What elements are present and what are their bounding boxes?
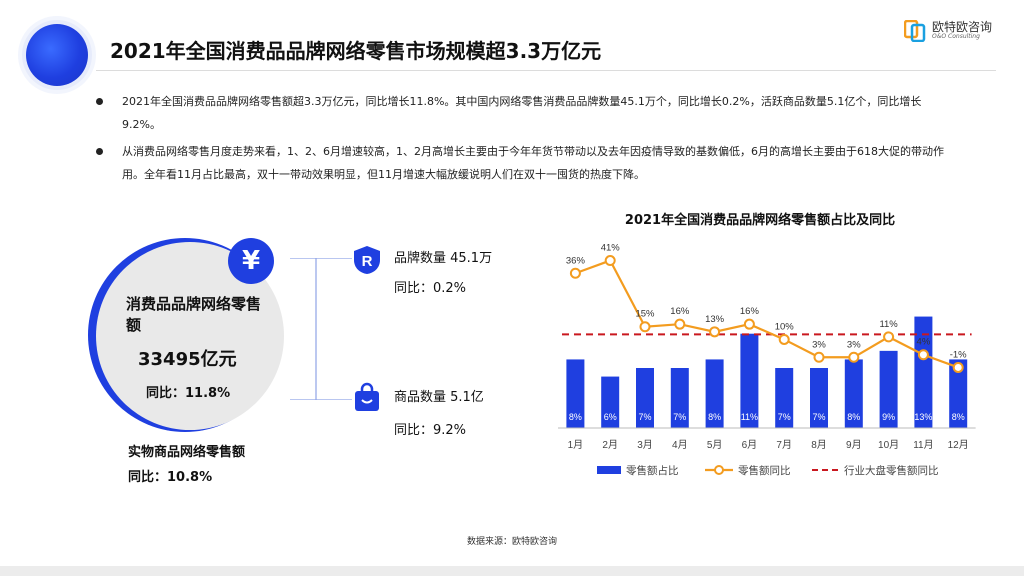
yoy-point [674,318,686,330]
yoy-data-label: 13% [705,314,725,325]
yoy-point [952,361,964,373]
logo-text-cn: 欧特欧咨询 [932,20,993,34]
bar-data-label: 6% [604,412,617,422]
legend-swatch-bar [597,466,621,474]
bar-data-label: 8% [952,412,965,422]
bar-retail-share [636,368,654,428]
logo-text-en: O&O Consulting [932,33,980,40]
retail-total-label: 消费品品牌网络零售额 [126,295,262,334]
bar-retail-share [740,333,759,428]
bar-data-label: 7% [812,412,825,422]
bullet-dot [96,98,103,105]
x-tick-label: 11月 [913,439,933,451]
bar-data-label: 9% [882,412,895,422]
bar-data-label: 8% [847,412,860,422]
brand-count-label: 品牌数量 45.1万 [394,251,493,266]
retail-total-yoy: 同比：11.8% [146,386,231,401]
yoy-data-label: 10% [775,321,795,332]
yoy-series-line [575,259,959,369]
yoy-data-label: -1% [950,349,967,360]
yoy-data-label: 36% [566,255,586,266]
x-tick-label: 3月 [637,439,653,451]
x-tick-label: 8月 [811,439,827,451]
x-tick-label: 12月 [948,439,969,451]
yoy-data-label: 41% [601,243,621,254]
bar-data-label: 7% [638,412,651,422]
yoy-data-label: 16% [740,306,760,317]
company-logo: 欧特欧咨询 O&O Consulting [904,18,1004,48]
bar-retail-share [914,316,933,428]
yoy-data-label: 3% [812,339,826,350]
physical-goods-yoy: 同比：10.8% [128,470,213,485]
retail-total-amount: 33495亿元 [138,349,237,370]
connector-lines [290,258,352,400]
bar-retail-share [810,368,828,428]
x-tick-label: 9月 [846,439,862,451]
legend-label-line: 零售额同比 [738,464,791,477]
brand-count-yoy: 同比：0.2% [394,281,467,296]
bar-retail-share [705,359,724,428]
brand-shield-icon: R [354,246,380,274]
yoy-data-label: 15% [635,309,655,320]
yoy-point [569,267,581,279]
bar-retail-share [566,359,585,428]
bullet-text: 2021年全国消费品品牌网络零售额超3.3万亿元，同比增长11.8%。其中国内网… [122,95,922,131]
bullet-list: 2021年全国消费品品牌网络零售额超3.3万亿元，同比增长11.8%。其中国内网… [96,90,946,190]
bar-retail-share [601,376,620,428]
yoy-data-label: 3% [847,339,861,350]
bar-data-label: 8% [708,412,721,422]
title-divider [96,70,996,71]
logo-mark-icon [904,20,926,42]
x-tick-label: 1月 [568,439,584,451]
yoy-data-label: 4% [917,337,931,348]
yoy-data-label: 11% [879,319,898,330]
bar-retail-share [670,368,689,428]
yoy-point [778,333,790,345]
bar-retail-share [775,368,794,428]
yoy-point [709,326,721,338]
bar-data-label: 13% [914,412,932,422]
legend-swatch-point [714,465,724,475]
bullet-item: 2021年全国消费品品牌网络零售额超3.3万亿元，同比增长11.8%。其中国内网… [96,90,946,136]
legend-label-bar: 零售额占比 [626,464,679,477]
bullet-item: 从消费品网络零售月度走势来看，1、2、6月增速较高，1、2月高增长主要由于今年年… [96,140,946,186]
bar-retail-share [879,350,898,428]
footer-band [0,566,1024,576]
x-tick-label: 4月 [672,439,688,451]
yoy-point [813,351,825,363]
x-tick-label: 10月 [878,439,899,451]
yoy-point [917,349,929,361]
chart-title: 2021年全国消费品品牌网络零售额占比及同比 [624,213,896,228]
data-source: 数据来源：欧特欧咨询 [466,537,557,547]
brand-icon-letter: R [362,253,373,270]
bar-data-label: 7% [673,412,686,422]
yoy-point [743,318,755,330]
decorative-circle [26,24,88,86]
bar-data-label: 8% [569,412,582,422]
bar-retail-share [844,359,863,428]
yoy-data-label: 16% [670,306,690,317]
physical-goods-label: 实物商品网络零售额 [128,445,246,460]
goods-count-label: 商品数量 5.1亿 [394,390,484,405]
x-tick-label: 6月 [742,439,758,451]
goods-count-yoy: 同比：9.2% [394,423,467,438]
bullet-text: 从消费品网络零售月度走势来看，1、2、6月增速较高，1、2月高增长主要由于今年年… [122,145,944,181]
x-tick-label: 2月 [602,439,618,451]
yoy-point [639,321,651,333]
legend-label-dashed: 行业大盘零售额同比 [844,464,939,477]
yoy-point [604,255,616,267]
bar-data-label: 11% [741,412,758,422]
bar-data-label: 7% [778,412,791,422]
shopping-bag-icon [355,382,379,411]
yoy-point [883,331,895,343]
bar-retail-share [949,359,968,428]
page-title: 2021年全国消费品品牌网络零售市场规模超3.3万亿元 [110,39,602,63]
x-tick-label: 7月 [776,439,792,451]
yen-icon: ¥ [228,238,274,284]
yoy-point [848,351,860,363]
bullet-dot [96,148,103,155]
x-tick-label: 5月 [707,439,723,451]
retail-share-yoy-chart: 8% 6% 7% 7% 8% 11% 7% 7% 8% 9% 13% 8% 1月 2月 3月 4月 5月 6月 7月… [558,243,976,477]
